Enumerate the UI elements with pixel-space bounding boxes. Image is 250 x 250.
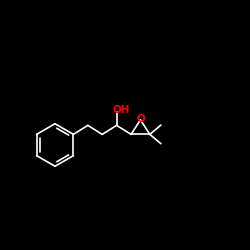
Text: OH: OH xyxy=(112,104,130,115)
Text: O: O xyxy=(136,114,145,124)
